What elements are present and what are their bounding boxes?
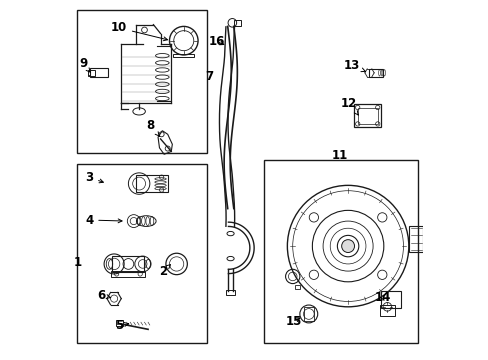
Text: 16: 16: [208, 35, 224, 48]
Bar: [173, 54, 194, 58]
Text: 6: 6: [97, 288, 110, 302]
Text: 8: 8: [146, 119, 159, 136]
Bar: [135, 175, 167, 192]
Bar: [408, 226, 422, 252]
Bar: [90, 68, 107, 77]
Bar: [294, 285, 299, 289]
Text: 13: 13: [343, 59, 365, 72]
Bar: [111, 271, 145, 277]
Bar: [380, 305, 394, 316]
Text: 5: 5: [114, 319, 128, 332]
Text: 3: 3: [85, 171, 103, 184]
Bar: [112, 256, 144, 272]
Bar: [225, 290, 235, 295]
Text: 9: 9: [79, 57, 90, 72]
Bar: [264, 160, 417, 342]
Text: 4: 4: [85, 213, 122, 226]
Bar: [380, 291, 400, 308]
Text: 12: 12: [340, 97, 358, 115]
Text: 7: 7: [205, 70, 213, 83]
Bar: [88, 69, 95, 76]
Bar: [233, 19, 241, 26]
Text: 15: 15: [285, 315, 302, 328]
Bar: [357, 108, 377, 124]
Circle shape: [341, 240, 354, 252]
Text: 2: 2: [159, 265, 170, 278]
Bar: [77, 10, 206, 153]
Text: 14: 14: [374, 291, 390, 305]
Text: 10: 10: [110, 21, 167, 41]
Bar: [368, 69, 382, 77]
Bar: [116, 320, 123, 326]
Bar: [77, 164, 206, 342]
Bar: [354, 104, 380, 127]
Text: 1: 1: [74, 256, 81, 269]
Text: 11: 11: [331, 149, 347, 162]
Bar: [303, 307, 313, 321]
